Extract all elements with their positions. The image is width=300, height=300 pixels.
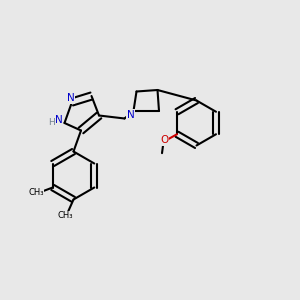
- Text: CH₃: CH₃: [57, 212, 73, 220]
- Text: CH₃: CH₃: [28, 188, 44, 197]
- Text: N: N: [127, 110, 134, 120]
- Text: N: N: [67, 93, 74, 103]
- Text: O: O: [160, 135, 169, 145]
- Text: N: N: [55, 115, 62, 125]
- Text: H: H: [49, 118, 55, 127]
